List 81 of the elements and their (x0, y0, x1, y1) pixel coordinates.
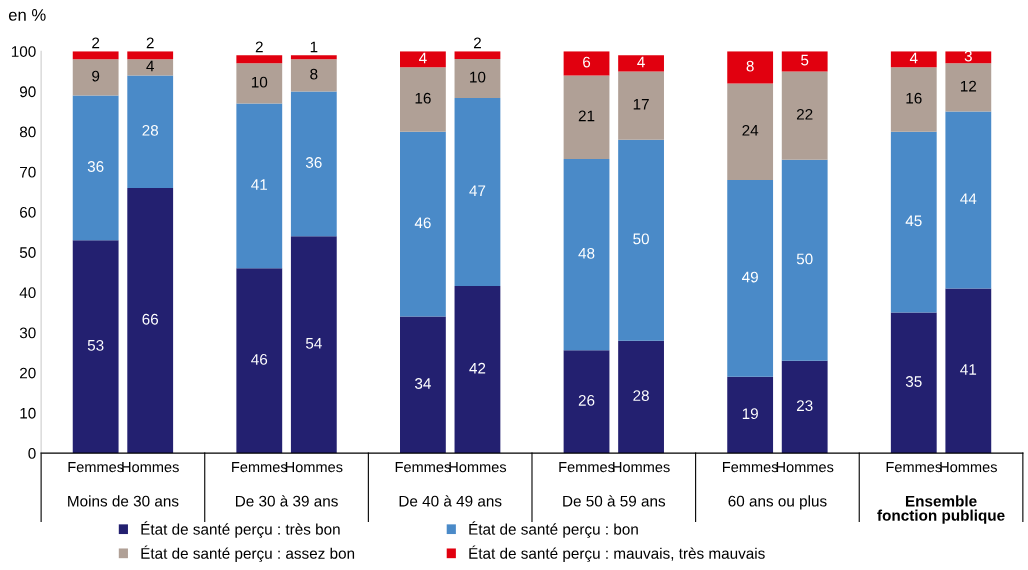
data-label: 4 (419, 52, 427, 64)
x-tick-label: Hommes (449, 462, 507, 473)
data-label: 8 (310, 68, 318, 80)
data-label: 17 (633, 98, 649, 110)
data-label: 50 (796, 253, 813, 265)
data-label: 24 (742, 124, 759, 136)
data-label: 3 (964, 50, 972, 62)
x-tick-label: Femmes (559, 462, 615, 473)
y-tick-label: 50 (19, 247, 36, 258)
data-label: 50 (633, 233, 649, 245)
data-label: 48 (578, 247, 595, 259)
data-label: 28 (142, 124, 159, 136)
x-tick-label: Femmes (68, 462, 124, 473)
data-label: 35 (905, 376, 922, 387)
data-label: 4 (637, 56, 645, 68)
data-label: 44 (960, 193, 977, 204)
data-label: 2 (146, 37, 154, 49)
data-label: 2 (255, 41, 263, 53)
data-label: 34 (414, 378, 431, 389)
data-label: 36 (87, 161, 104, 172)
x-tick-label: Femmes (722, 462, 778, 473)
legend-label: État de santé perçu : très bon (141, 521, 340, 538)
text: Ensemble fonction publique (877, 495, 1005, 524)
text: De 50 à 59 ans (563, 495, 666, 507)
data-label: 22 (796, 108, 813, 120)
data-label: 26 (578, 395, 595, 406)
data-label: 6 (583, 56, 591, 68)
y-tick-label: 80 (19, 126, 36, 138)
data-label: 36 (305, 157, 322, 168)
data-label: 12 (960, 80, 977, 92)
y-tick-label: 100 (11, 46, 36, 57)
data-label: 21 (578, 110, 595, 122)
x-tick-label: Hommes (122, 462, 179, 473)
legend-label: État de santé perçu : assez bon (141, 545, 355, 562)
y-tick-label: 10 (20, 407, 36, 419)
data-label: 28 (633, 390, 649, 401)
x-tick-label: Hommes (613, 462, 670, 473)
data-label: 46 (251, 354, 268, 365)
data-label: 45 (905, 215, 922, 227)
text: De 30 à 39 ans (236, 495, 338, 507)
text: De 40 à 49 ans (399, 495, 502, 507)
y-tick-label: 90 (19, 86, 36, 98)
data-label: 4 (909, 52, 918, 64)
data-label: 2 (473, 37, 481, 49)
x-tick-label: Hommes (776, 462, 834, 473)
data-label: 5 (801, 54, 809, 66)
x-tick-label: Hommes (285, 462, 343, 473)
data-label: 16 (906, 92, 922, 104)
data-label: 66 (142, 313, 159, 325)
data-label: 41 (251, 179, 268, 190)
data-label: 47 (469, 185, 486, 196)
data-label: 2 (92, 37, 100, 49)
data-label: 42 (469, 362, 486, 374)
data-label: 8 (746, 60, 754, 72)
y-tick-label: 70 (20, 166, 36, 178)
x-tick-label: Hommes (940, 462, 997, 473)
data-label: 49 (742, 271, 758, 283)
y-tick-label: 40 (19, 287, 36, 299)
data-label: 46 (414, 217, 431, 229)
text: Moins de 30 ans (68, 495, 179, 507)
x-tick-label: Femmes (395, 462, 451, 473)
legend-label: État de santé perçu : bon (469, 521, 638, 538)
y-tick-label: 60 (20, 206, 36, 218)
y-tick-label: 20 (20, 367, 36, 379)
data-label: 23 (796, 400, 813, 412)
data-label: 4 (146, 60, 154, 72)
y-axis-title: en % (8, 9, 46, 21)
x-tick-label: Femmes (886, 462, 942, 473)
data-label: 9 (92, 70, 100, 82)
data-label: 54 (305, 338, 322, 349)
legend-label: État de santé perçu : mauvais, très mauvais (469, 545, 765, 562)
data-label: 1 (310, 41, 318, 53)
y-tick-label: 0 (28, 448, 36, 459)
data-label: 10 (470, 71, 486, 83)
data-label: 19 (742, 408, 758, 420)
text: 60 ans ou plus (728, 495, 827, 510)
data-label: 10 (251, 76, 268, 88)
y-tick-label: 30 (19, 327, 36, 339)
data-label: 16 (415, 92, 431, 104)
data-label: 41 (960, 364, 977, 375)
data-label: 53 (87, 339, 104, 351)
